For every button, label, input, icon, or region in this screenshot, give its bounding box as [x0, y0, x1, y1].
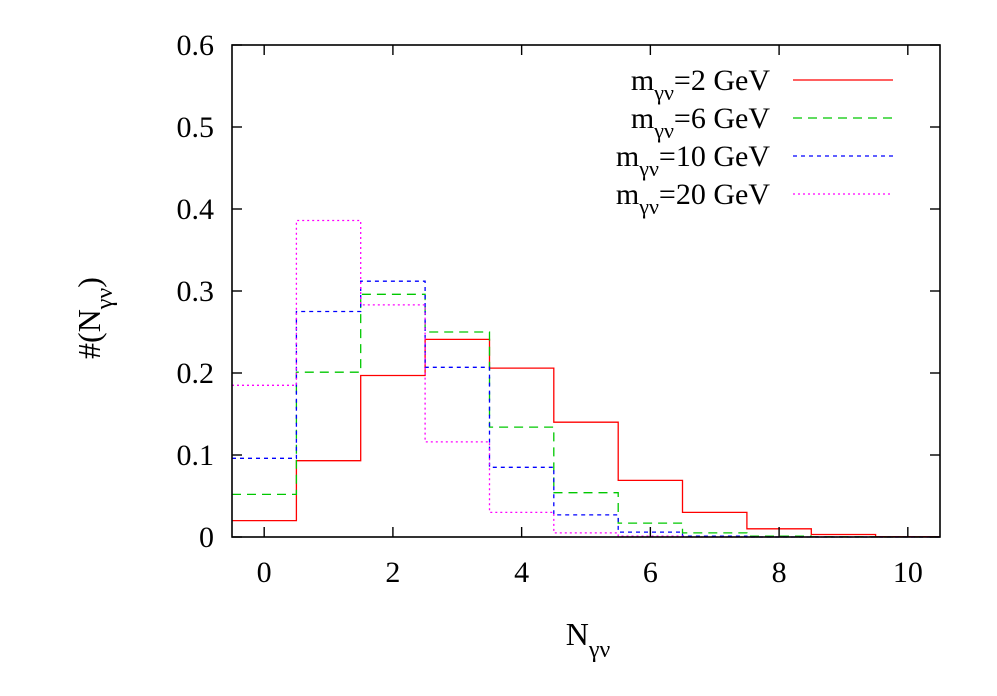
x-axis-label-sub: γν — [588, 637, 611, 663]
y-tick-label: 0.4 — [177, 193, 215, 226]
legend-label-prefix: m — [616, 178, 639, 211]
y-tick-label: 0 — [199, 521, 214, 554]
legend-label-2: mγν=10 GeV — [616, 140, 770, 181]
legend-label-sub: γν — [638, 156, 659, 181]
x-tick-label: 6 — [643, 556, 658, 589]
x-tick-label: 8 — [772, 556, 787, 589]
y-axis-label-sub: γν — [92, 288, 118, 311]
legend-label-0: mγν=2 GeV — [631, 64, 770, 105]
x-tick-label: 4 — [514, 556, 529, 589]
legend-label-suffix: =20 GeV — [659, 178, 770, 211]
ticks-layer: 0 2 4 6 8 10 0 0.1 0.2 0.3 0.4 0.5 0.6 — [177, 29, 940, 589]
y-axis-label-prefix: #(N — [71, 309, 107, 359]
legend-label-suffix: =2 GeV — [674, 64, 770, 97]
y-tick-label: 0.5 — [177, 111, 215, 144]
x-tick-label: 2 — [385, 556, 400, 589]
y-axis-label-suffix: ) — [71, 277, 107, 288]
legend-label-suffix: =10 GeV — [659, 140, 770, 173]
legend-label-sub: γν — [653, 118, 674, 143]
y-tick-label: 0.1 — [177, 439, 215, 472]
legend-label-prefix: m — [631, 102, 654, 135]
y-axis-label: #(Nγν) — [71, 277, 118, 359]
legend-label-3: mγν=20 GeV — [616, 178, 770, 219]
legend-label-prefix: m — [631, 64, 654, 97]
y-tick-label: 0.2 — [177, 357, 215, 390]
legend-label-prefix: m — [616, 140, 639, 173]
y-tick-label: 0.6 — [177, 29, 215, 62]
legend-label-1: mγν=6 GeV — [631, 102, 770, 143]
x-tick-label: 0 — [257, 556, 272, 589]
x-axis-label: Nγν — [566, 616, 611, 663]
series-line-3 — [232, 219, 940, 538]
series-line-0 — [232, 338, 940, 538]
y-tick-label: 0.3 — [177, 275, 215, 308]
legend-label-suffix: =6 GeV — [674, 102, 770, 135]
legend-label-sub: γν — [653, 80, 674, 105]
x-tick-label: 10 — [893, 556, 923, 589]
series-line-1 — [232, 293, 940, 538]
x-axis-label-main: N — [566, 616, 589, 652]
series-line-2 — [232, 280, 940, 538]
series-layer — [232, 219, 940, 538]
plot-frame — [231, 44, 941, 538]
legend-label-sub: γν — [638, 194, 659, 219]
